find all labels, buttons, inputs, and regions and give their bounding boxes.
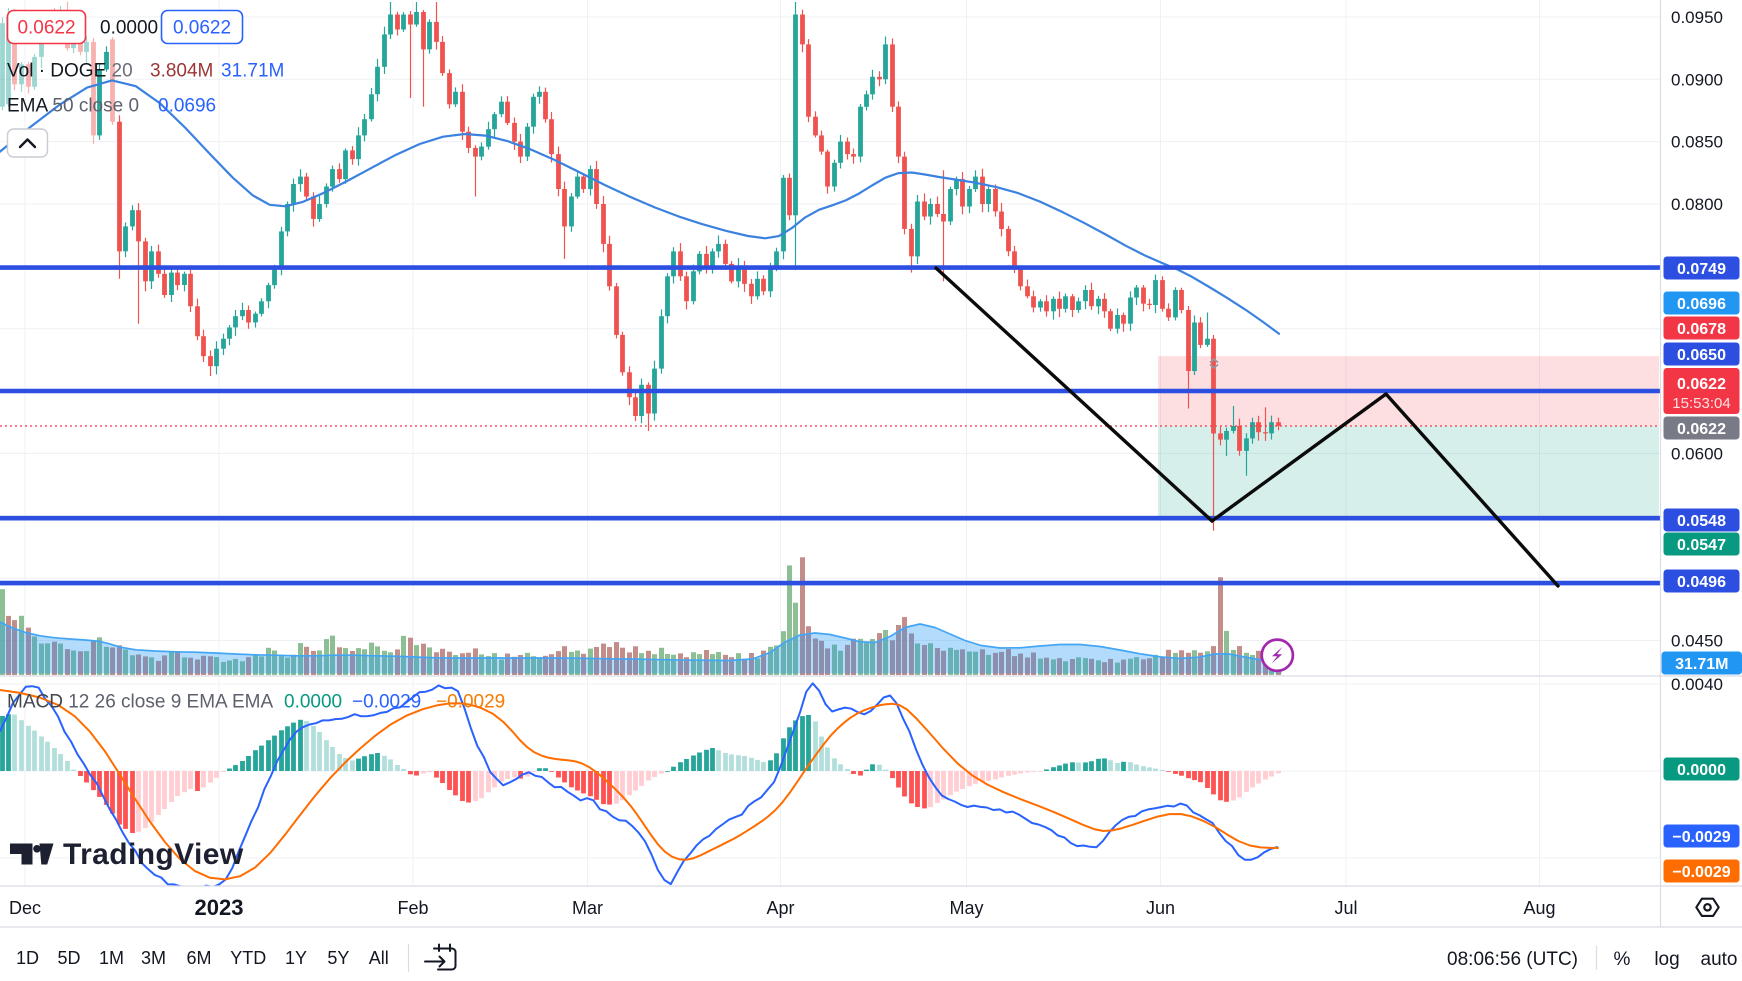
svg-text:0.0850: 0.0850 <box>1671 133 1723 152</box>
svg-text:0.0900: 0.0900 <box>1671 70 1723 89</box>
svg-text:0.0800: 0.0800 <box>1671 195 1723 214</box>
svg-text:0.0000: 0.0000 <box>100 18 158 39</box>
svg-text:Aug: Aug <box>1523 898 1555 918</box>
svg-text:0.0696: 0.0696 <box>158 96 216 117</box>
svg-text:0.0600: 0.0600 <box>1671 444 1723 463</box>
svg-text:08:06:56 (UTC): 08:06:56 (UTC) <box>1447 949 1578 970</box>
svg-text:6M: 6M <box>186 948 211 968</box>
svg-text:31.71M: 31.71M <box>1675 656 1728 673</box>
svg-text:−0.0029: −0.0029 <box>1672 864 1730 881</box>
svg-text:Jun: Jun <box>1146 898 1175 918</box>
svg-text:−0.0029: −0.0029 <box>352 692 421 713</box>
svg-text:0.0496: 0.0496 <box>1677 574 1726 591</box>
svg-text:log: log <box>1654 949 1679 970</box>
svg-text:3.804M: 3.804M <box>150 61 213 82</box>
svg-text:−0.0029: −0.0029 <box>436 692 505 713</box>
svg-text:−0.0029: −0.0029 <box>1672 829 1730 846</box>
svg-text:3M: 3M <box>141 948 166 968</box>
svg-text:0.0950: 0.0950 <box>1671 8 1723 27</box>
svg-text:5D: 5D <box>57 948 80 968</box>
svg-text:Feb: Feb <box>397 898 428 918</box>
svg-text:0.0450: 0.0450 <box>1671 631 1723 650</box>
svg-text:0.0650: 0.0650 <box>1677 347 1726 364</box>
svg-text:EMA 50 close 0: EMA 50 close 0 <box>7 96 139 117</box>
svg-text:auto: auto <box>1701 949 1738 970</box>
svg-text:0.0000: 0.0000 <box>1677 762 1726 779</box>
svg-text:0.0749: 0.0749 <box>1677 261 1726 278</box>
svg-text:All: All <box>369 948 389 968</box>
svg-text:15:53:04: 15:53:04 <box>1672 395 1730 412</box>
svg-text:0.0547: 0.0547 <box>1677 537 1726 554</box>
svg-text:0.0622: 0.0622 <box>1677 421 1726 438</box>
svg-text:TradingView: TradingView <box>63 838 244 871</box>
svg-text:Apr: Apr <box>766 898 794 918</box>
svg-text:2023: 2023 <box>195 895 244 920</box>
svg-text:5Y: 5Y <box>327 948 349 968</box>
svg-text:0.0678: 0.0678 <box>1677 321 1726 338</box>
svg-text:0.0622: 0.0622 <box>173 18 231 39</box>
svg-text:%: % <box>1614 949 1631 970</box>
svg-text:Jul: Jul <box>1334 898 1357 918</box>
svg-text:0.0696: 0.0696 <box>1677 296 1726 313</box>
svg-text:1Y: 1Y <box>285 948 307 968</box>
svg-text:Vol · DOGE 20: Vol · DOGE 20 <box>7 61 133 82</box>
svg-text:1D: 1D <box>16 948 39 968</box>
svg-text:Mar: Mar <box>572 898 603 918</box>
svg-text:1M: 1M <box>99 948 124 968</box>
svg-text:May: May <box>949 898 983 918</box>
svg-text:0.0622: 0.0622 <box>17 18 75 39</box>
svg-text:0.0548: 0.0548 <box>1677 513 1726 530</box>
svg-text:0.0000: 0.0000 <box>284 692 342 713</box>
svg-text:31.71M: 31.71M <box>221 61 284 82</box>
svg-text:Dec: Dec <box>9 898 41 918</box>
svg-text:MACD 12 26 close 9 EMA EMA: MACD 12 26 close 9 EMA EMA <box>7 692 273 713</box>
svg-text:0.0040: 0.0040 <box>1671 675 1723 694</box>
svg-text:YTD: YTD <box>230 948 266 968</box>
svg-text:0.0622: 0.0622 <box>1677 376 1726 393</box>
